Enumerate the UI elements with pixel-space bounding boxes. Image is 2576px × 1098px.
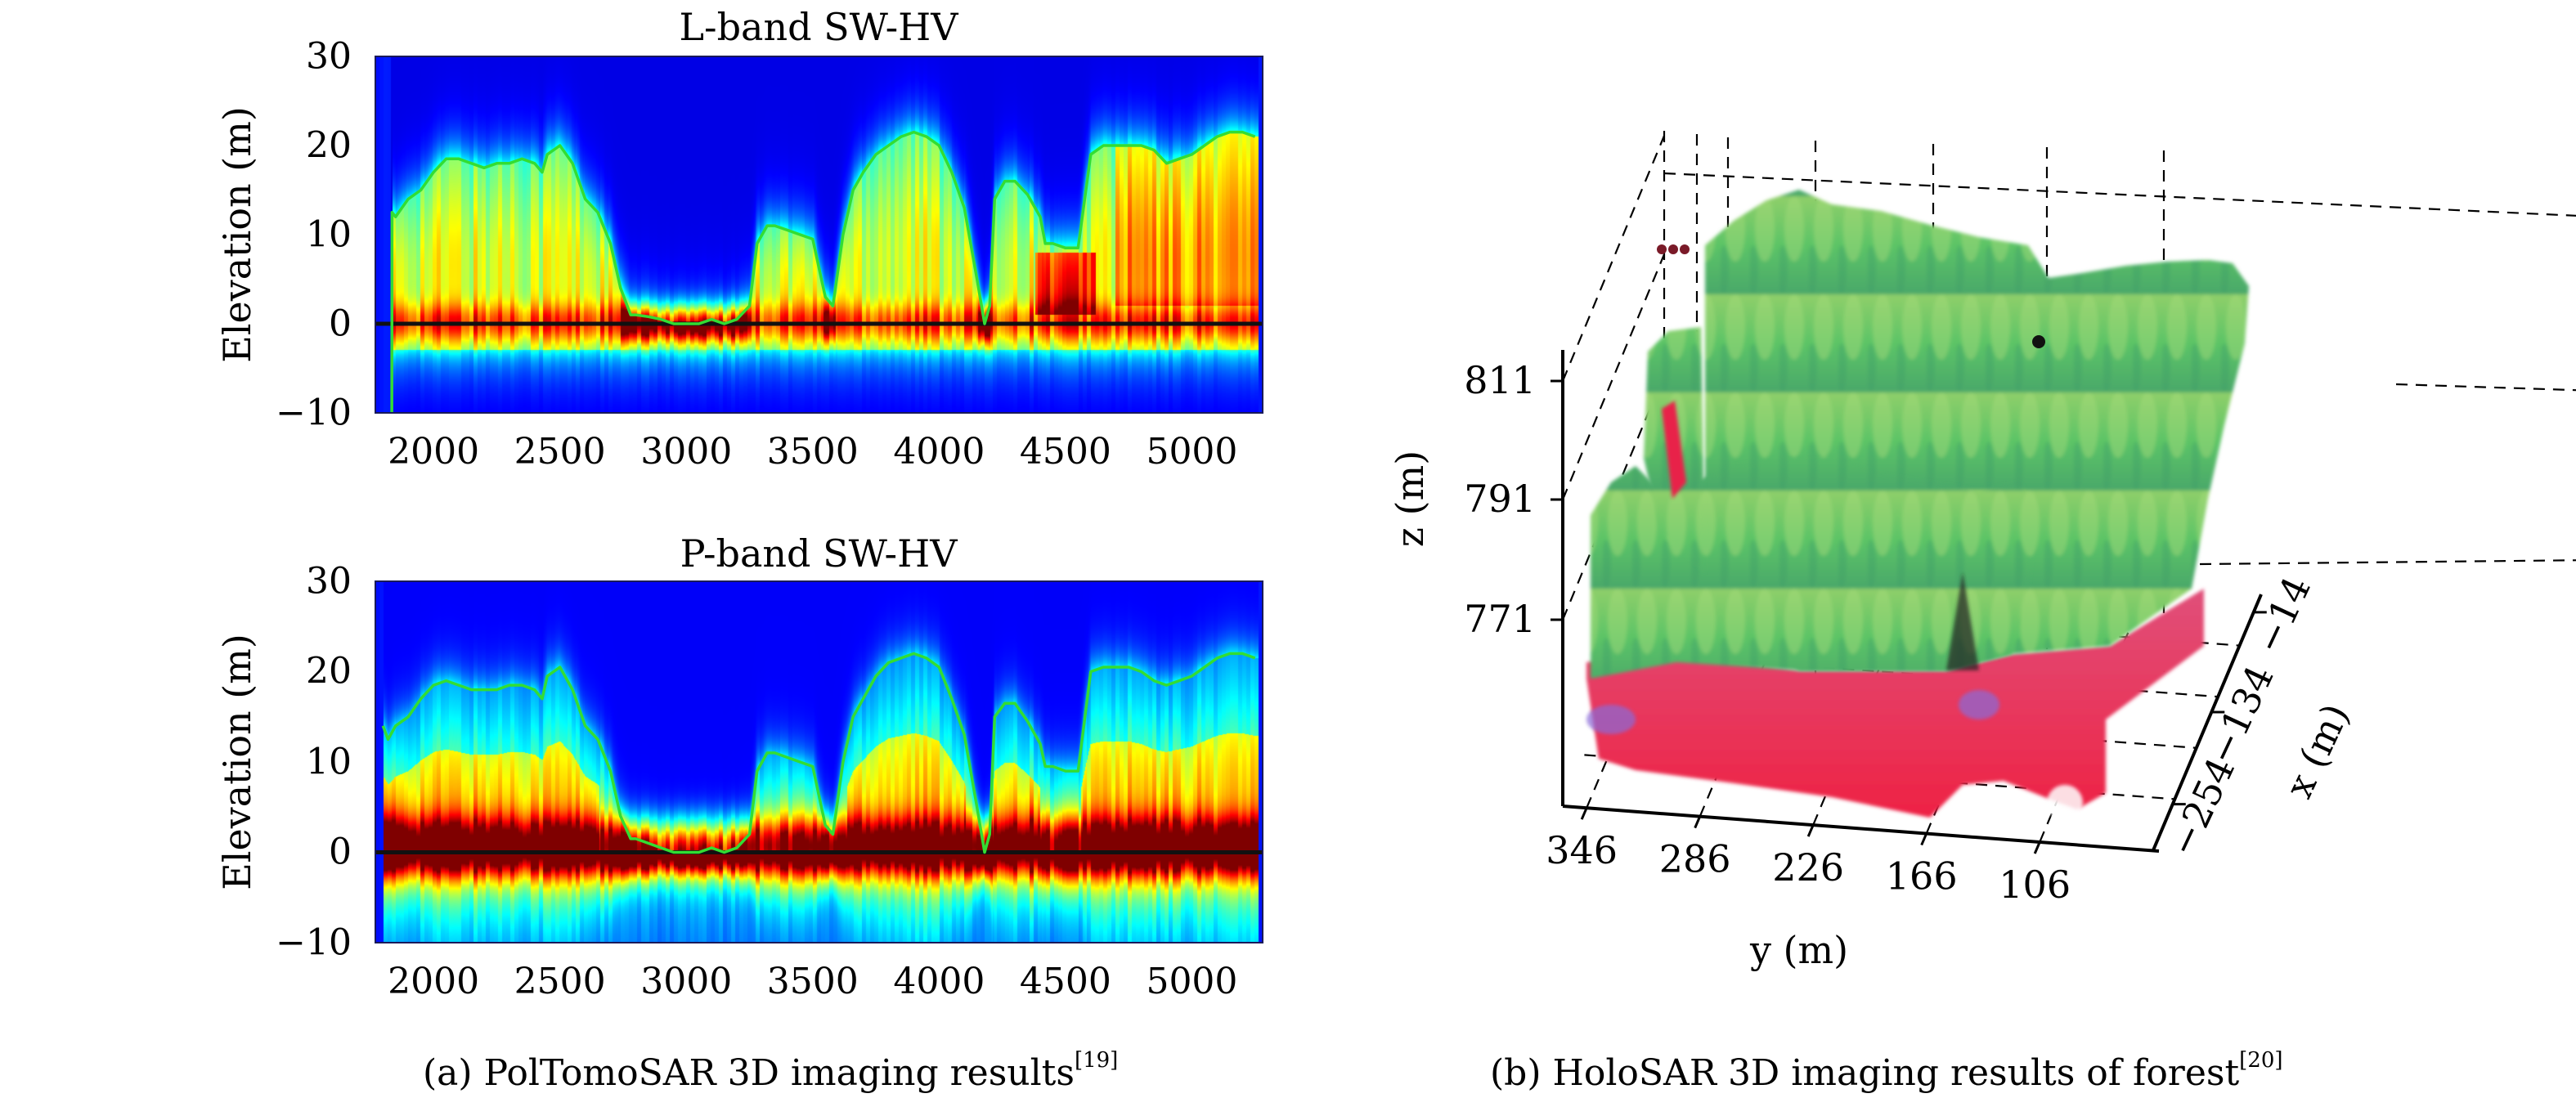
ytick-p-0: 0 bbox=[329, 831, 352, 873]
ytick-p-neg10: −10 bbox=[276, 921, 352, 964]
y-axis-label-p-band: Elevation (m) bbox=[215, 634, 259, 890]
ytick-p-20: 20 bbox=[306, 650, 352, 692]
x-tick-label: −14 bbox=[2246, 570, 2319, 661]
xtick-l-4000: 4000 bbox=[893, 431, 985, 473]
grid-wall bbox=[1561, 253, 1666, 500]
y-tick bbox=[2033, 841, 2041, 854]
y-tick bbox=[1694, 816, 1702, 829]
ytick-l-30: 30 bbox=[306, 35, 352, 78]
ytick-l-20: 20 bbox=[306, 124, 352, 167]
ground-patch bbox=[1586, 705, 1636, 734]
overlay-l-band bbox=[375, 56, 1263, 414]
z-axis-label: z (m) bbox=[1388, 450, 1432, 547]
plot-frame bbox=[375, 56, 1263, 414]
y-tick-label: 226 bbox=[1772, 845, 1844, 890]
xtick-p-2000: 2000 bbox=[388, 961, 480, 1002]
ytick-l-0: 0 bbox=[329, 303, 352, 345]
y-axis-label-l-band: Elevation (m) bbox=[215, 106, 259, 363]
xtick-l-5000: 5000 bbox=[1146, 431, 1238, 473]
z-tick-label: 791 bbox=[1464, 477, 1536, 521]
x-axis-label: x (m) bbox=[2277, 697, 2358, 804]
y-tick-label: 166 bbox=[1886, 854, 1958, 899]
forest-point-cloud bbox=[1586, 190, 2249, 821]
ground-patch bbox=[1959, 690, 1999, 719]
z-tick-label: 811 bbox=[1464, 358, 1536, 402]
y-tick bbox=[1580, 807, 1588, 820]
xtick-p-3500: 3500 bbox=[766, 961, 859, 1002]
grid-wall bbox=[1561, 135, 1666, 382]
forest-gap bbox=[2032, 335, 2045, 348]
xtick-l-2500: 2500 bbox=[514, 431, 606, 473]
panel-b: 771 791 811 z (m) 346 286 226 166 106 y (m) −254 −1… bbox=[1308, 0, 2576, 1098]
ytick-p-10: 10 bbox=[306, 741, 352, 783]
y-tick-label: 346 bbox=[1546, 828, 1618, 872]
ytick-l-neg10: −10 bbox=[276, 392, 352, 434]
xtick-p-4500: 4500 bbox=[1019, 961, 1111, 1002]
caption-b-text: (b) HoloSAR 3D imaging results of forest bbox=[1490, 1052, 2240, 1094]
forest-gap bbox=[1662, 401, 1686, 499]
canopy-height-line bbox=[381, 652, 1256, 854]
caption-b: (b) HoloSAR 3D imaging results of forest… bbox=[1490, 1048, 2283, 1094]
canopy-height-line bbox=[390, 130, 1256, 414]
y-axis-label: y (m) bbox=[1749, 928, 1848, 972]
ground-highlight bbox=[2047, 785, 2083, 821]
heatmap-l-band bbox=[375, 56, 1263, 413]
grid-back-mid2 bbox=[2395, 383, 2576, 392]
y-tick bbox=[1806, 824, 1815, 837]
plot-title-l-band: L-band SW-HV bbox=[679, 5, 958, 49]
plot-frame bbox=[375, 580, 1263, 943]
xtick-p-5000: 5000 bbox=[1146, 961, 1238, 1002]
z-tick-label: 771 bbox=[1464, 597, 1536, 641]
plot-title-p-band: P-band SW-HV bbox=[680, 531, 958, 576]
ytick-p-30: 30 bbox=[306, 560, 352, 603]
forest-gap bbox=[1946, 572, 1979, 670]
caption-a-ref: [19] bbox=[1074, 1048, 1119, 1073]
xtick-p-2500: 2500 bbox=[514, 961, 606, 1002]
forest-ground-layer bbox=[1586, 589, 2204, 818]
x-axis-line bbox=[2152, 594, 2263, 851]
stray-point bbox=[1668, 244, 1678, 254]
xtick-l-2000: 2000 bbox=[388, 431, 480, 473]
overlay-p-band bbox=[375, 580, 1263, 943]
xtick-p-4000: 4000 bbox=[893, 961, 985, 1002]
caption-a-text: (a) PolTomoSAR 3D imaging results bbox=[423, 1052, 1075, 1094]
heatmap-p-band bbox=[375, 581, 1263, 943]
y-tick-label: 286 bbox=[1659, 837, 1731, 881]
panel-a: L-band SW-HV Elevation (m) 30 20 10 0 −1… bbox=[215, 5, 1263, 1094]
y-axis-line bbox=[1562, 804, 2160, 853]
ytick-l-10: 10 bbox=[306, 213, 352, 256]
grid-back-mid bbox=[2199, 559, 2576, 566]
xtick-l-4500: 4500 bbox=[1019, 431, 1111, 473]
caption-a: (a) PolTomoSAR 3D imaging results[19] bbox=[423, 1048, 1118, 1094]
xtick-p-3000: 3000 bbox=[640, 961, 733, 1002]
stray-point bbox=[1680, 244, 1690, 254]
stray-point bbox=[1657, 244, 1667, 254]
y-tick bbox=[1920, 832, 1928, 846]
caption-b-ref: [20] bbox=[2239, 1048, 2283, 1073]
xtick-l-3500: 3500 bbox=[766, 431, 859, 473]
y-tick-label: 106 bbox=[1999, 863, 2071, 907]
xtick-l-3000: 3000 bbox=[640, 431, 733, 473]
